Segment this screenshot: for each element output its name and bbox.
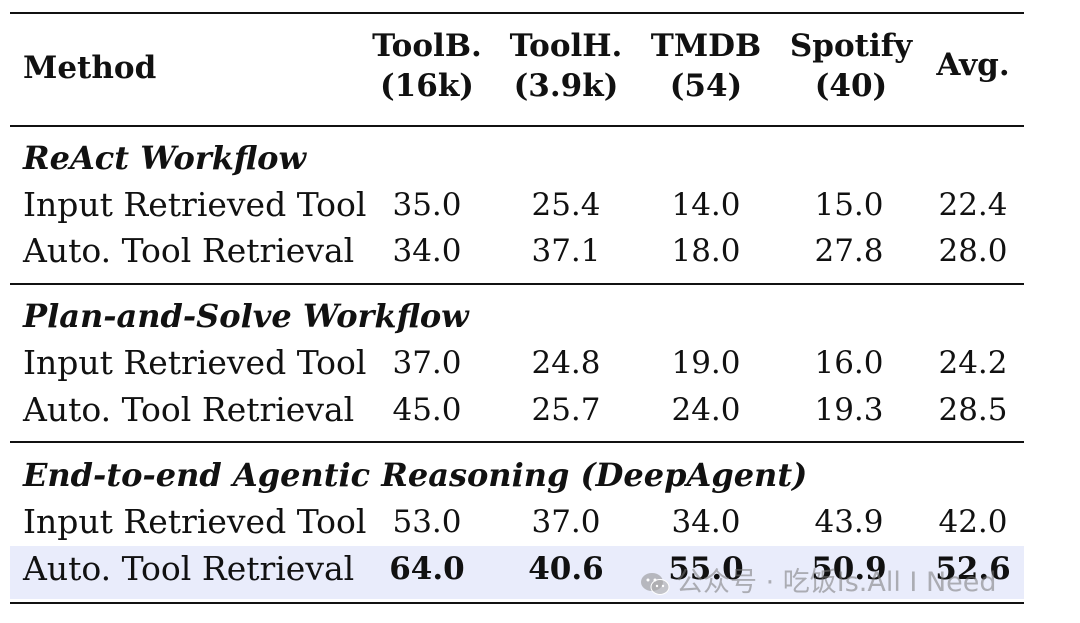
cell-value: 25.4 (531, 187, 601, 223)
header-col-tmdb: TMDB (54) (643, 26, 769, 106)
cell-value: 24.0 (671, 392, 741, 428)
cell-value: 15.0 (814, 187, 884, 223)
watermark: 公众号 · 吃饭Is.All I Need (640, 560, 997, 599)
section-rule (10, 283, 1024, 285)
cell-value: 24.2 (938, 345, 1008, 381)
section-title: ReAct Workflow (23, 139, 307, 177)
bottom-rule (10, 602, 1024, 604)
header-col-size: (3.9k) (513, 68, 619, 104)
cell-value: 45.0 (392, 392, 462, 428)
header-col-size: (40) (814, 68, 888, 104)
header-col-size: (54) (669, 68, 743, 104)
highlighted-row-background (10, 546, 1024, 599)
cell-value: 35.0 (392, 187, 462, 223)
cell-value: 24.8 (531, 345, 601, 381)
cell-value-best: 50.9 (811, 551, 887, 587)
cell-value: 25.7 (531, 392, 601, 428)
header-col-toolb: ToolB. (16k) (364, 26, 490, 106)
row-method: Auto. Tool Retrieval (23, 231, 355, 270)
wechat-icon (640, 571, 670, 597)
cell-value: 19.0 (671, 345, 741, 381)
row-method: Auto. Tool Retrieval (23, 549, 355, 588)
cell-value: 42.0 (938, 504, 1008, 540)
header-col-size: (16k) (380, 68, 474, 104)
header-col-name: ToolB. (372, 28, 482, 64)
header-rule (10, 125, 1024, 127)
header-col-spotify: Spotify (40) (783, 26, 919, 106)
header-col-avg: Avg. (936, 47, 1010, 83)
row-method: Input Retrieved Tool (23, 185, 367, 224)
cell-value: 14.0 (671, 187, 741, 223)
section-title: End-to-end Agentic Reasoning (DeepAgent) (23, 456, 808, 494)
watermark-text: 公众号 · 吃饭Is.All I Need (676, 567, 997, 598)
header-method: Method (23, 50, 157, 86)
header-col-toolh: ToolH. (3.9k) (503, 26, 629, 106)
cell-value: 27.8 (814, 233, 884, 269)
cell-value: 16.0 (814, 345, 884, 381)
cell-value: 28.5 (938, 392, 1008, 428)
section-rule (10, 441, 1024, 443)
row-method: Input Retrieved Tool (23, 343, 367, 382)
section-title: Plan-and-Solve Workflow (23, 297, 469, 335)
header-col-name: ToolH. (509, 28, 623, 64)
cell-value-best: 40.6 (528, 551, 604, 587)
header-col-name: Spotify (789, 28, 913, 64)
cell-value: 43.9 (814, 504, 884, 540)
cell-value-best: 64.0 (389, 551, 465, 587)
row-method: Auto. Tool Retrieval (23, 390, 355, 429)
cell-value: 18.0 (671, 233, 741, 269)
cell-value-best: 52.6 (935, 551, 1011, 587)
cell-value: 19.3 (814, 392, 884, 428)
cell-value: 37.0 (392, 345, 462, 381)
cell-value: 53.0 (392, 504, 462, 540)
cell-value: 37.1 (531, 233, 601, 269)
cell-value-best: 55.0 (668, 551, 744, 587)
cell-value: 22.4 (938, 187, 1008, 223)
cell-value: 34.0 (392, 233, 462, 269)
cell-value: 37.0 (531, 504, 601, 540)
top-rule (10, 12, 1024, 14)
cell-value: 28.0 (938, 233, 1008, 269)
header-col-name: TMDB (650, 28, 762, 64)
row-method: Input Retrieved Tool (23, 502, 367, 541)
cell-value: 34.0 (671, 504, 741, 540)
